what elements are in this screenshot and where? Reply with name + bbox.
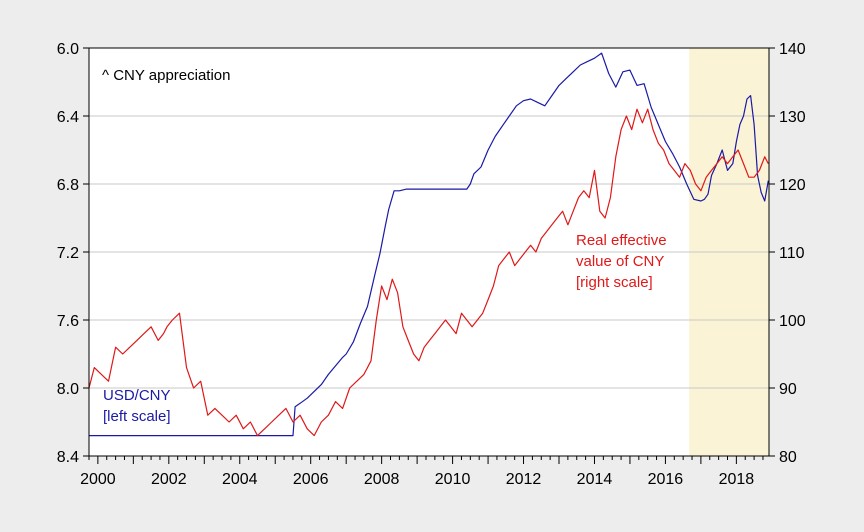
x-tick-label: 2004 [222,471,258,488]
x-tick-label: 2002 [151,471,187,488]
y-right-tick-label: 100 [779,313,806,330]
y-right-tick-label: 130 [779,109,806,126]
x-tick-label: 2010 [435,471,471,488]
usd-cny-label-line2: [left scale] [103,408,171,425]
y-right-tick-label: 120 [779,177,806,194]
y-left-tick-label: 7.2 [57,245,79,262]
x-tick-label: 2008 [364,471,400,488]
usd-cny-label-line1: USD/CNY [103,387,171,404]
appreciation-annotation: ^ CNY appreciation [102,67,231,84]
x-tick-label: 2000 [80,471,116,488]
y-right-tick-label: 140 [779,41,806,58]
y-left-tick-label: 8.0 [57,381,79,398]
reer-label-line1: Real effective [576,232,667,249]
y-right-tick-label: 90 [779,381,797,398]
usd-cny-series-line [89,52,769,437]
series-lines [88,52,769,437]
y-left-tick-label: 7.6 [57,313,79,330]
x-tick-label: 2016 [648,471,684,488]
y-left-tick-label: 6.0 [57,41,79,58]
y-left-tick-label: 8.4 [57,449,79,466]
y-left-tick-label: 6.4 [57,109,79,126]
x-tick-label: 2018 [719,471,755,488]
y-axis-left: 6.0 6.4 6.8 7.2 7.6 8.0 8.4 [57,41,89,466]
x-tick-label: 2012 [506,471,542,488]
x-tick-label: 2014 [577,471,613,488]
y-left-tick-label: 6.8 [57,177,79,194]
y-right-tick-label: 110 [779,245,805,262]
y-axis-right: 80 90 100 110 120 130 140 [769,41,806,466]
x-tick-label: 2006 [293,471,329,488]
reer-label-line2: value of CNY [576,253,664,270]
y-right-tick-label: 80 [779,449,797,466]
reer-label-line3: [right scale] [576,274,653,291]
reer-series-line [88,108,769,437]
x-axis: 2000 2002 2004 2006 2008 2010 2012 2014 2016 2018 [80,456,764,488]
